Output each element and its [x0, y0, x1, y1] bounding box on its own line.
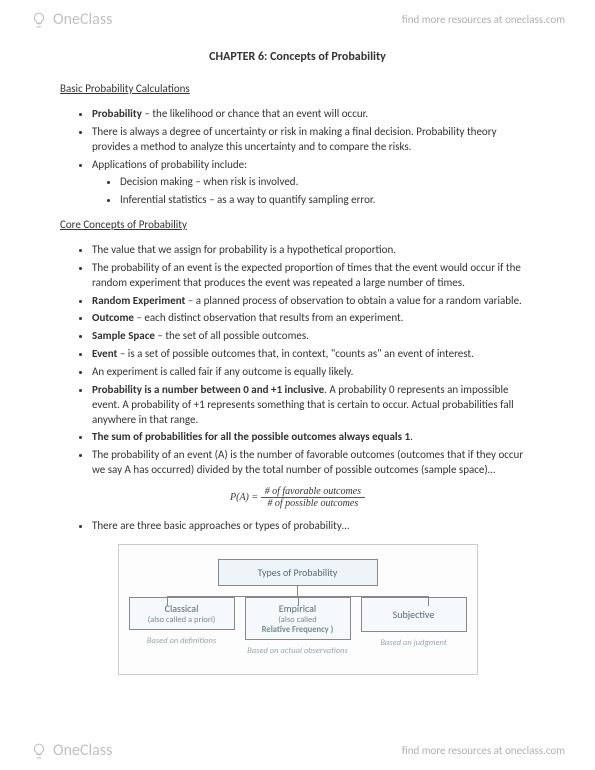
connector-line	[297, 586, 298, 596]
types-of-probability-figure: Types of Probability Classical (also cal…	[118, 544, 478, 675]
lightbulb-icon	[30, 11, 48, 29]
core-list: The value that we assign for probability…	[60, 243, 535, 478]
list-item: Probability is a number between 0 and +1…	[92, 383, 535, 428]
term: Sample Space	[92, 329, 155, 342]
figure-node-subjective: Subjective Based on judgment	[361, 597, 467, 656]
list-item: Inferential statistics – as a way to qua…	[120, 193, 535, 208]
definition-text: .	[410, 430, 413, 443]
list-item: Applications of probability include: Dec…	[92, 158, 535, 209]
list-item: Decision making – when risk is involved.	[120, 175, 535, 190]
node-caption: Based on actual observations	[245, 646, 351, 656]
list-item: An experiment is called fair if any outc…	[92, 365, 535, 380]
section-heading-basic: Basic Probability Calculations	[60, 82, 535, 95]
node-title: Subjective	[368, 608, 460, 621]
term: Random Experiment	[92, 294, 185, 307]
definition-text: – each distinct observation that results…	[134, 311, 403, 324]
probability-formula: P(A) = # of favorable outcomes # of poss…	[60, 486, 535, 509]
list-item: Random Experiment – a planned process of…	[92, 294, 535, 309]
list-item: There is always a degree of uncertainty …	[92, 125, 535, 155]
brand-text-left: One	[53, 741, 80, 760]
list-item: Probability – the likelihood or chance t…	[92, 107, 535, 122]
list-item: Outcome – each distinct observation that…	[92, 311, 535, 326]
footer-link-text: find more resources at oneclass.com	[402, 744, 565, 757]
lightbulb-icon	[30, 742, 48, 760]
core-list-continued: There are three basic approaches or type…	[60, 519, 535, 534]
node-caption: Based on definitions	[129, 636, 235, 646]
chapter-title: CHAPTER 6: Concepts of Probability	[60, 50, 535, 64]
definition-text: – the likelihood or chance that an event…	[142, 107, 368, 120]
list-item: The probability of an event (A) is the n…	[92, 448, 535, 478]
basic-sublist: Decision making – when risk is involved.…	[92, 175, 535, 208]
brand-text-left: One	[53, 10, 80, 29]
list-item: Event – is a set of possible outcomes th…	[92, 347, 535, 362]
list-item: The sum of probabilities for all the pos…	[92, 430, 535, 445]
brand-text-right: Class	[80, 741, 112, 760]
node-caption: Based on judgment	[361, 638, 467, 648]
brand-logo: OneClass	[30, 10, 112, 29]
footer-watermark: OneClass find more resources at oneclass…	[0, 731, 595, 770]
list-item: Sample Space – the set of all possible o…	[92, 329, 535, 344]
node-subtitle-line1: (also called	[252, 615, 344, 625]
formula-numerator: # of favorable outcomes	[261, 486, 365, 498]
section-heading-core: Core Concepts of Probability	[60, 218, 535, 231]
node-title: Classical	[136, 602, 228, 615]
header-link-text: find more resources at oneclass.com	[402, 13, 565, 26]
connector-line	[167, 596, 429, 597]
figure-node-classical: Classical (also called a priori) Based o…	[129, 597, 235, 656]
basic-list: Probability – the likelihood or chance t…	[60, 107, 535, 208]
node-subtitle: (also called a priori)	[136, 615, 228, 625]
figure-root-node: Types of Probability	[218, 559, 378, 586]
term: Outcome	[92, 311, 134, 324]
definition-text: – the set of all possible outcomes.	[155, 329, 309, 342]
figure-node-box: Classical (also called a priori)	[129, 597, 235, 630]
formula-denominator: # of possible outcomes	[261, 498, 365, 509]
term: The sum of probabilities for all the pos…	[92, 430, 410, 443]
list-item: The value that we assign for probability…	[92, 243, 535, 258]
brand-logo: OneClass	[30, 741, 112, 760]
figure-node-box: Subjective	[361, 597, 467, 632]
definition-text: – a planned process of observation to ob…	[185, 294, 521, 307]
node-subtitle-line2: Relative Frequency )	[252, 625, 344, 635]
term: Probability	[92, 107, 142, 120]
term: Probability is a number between 0 and +1…	[92, 383, 324, 396]
formula-lhs: P(A) =	[230, 492, 261, 503]
list-item: The probability of an event is the expec…	[92, 261, 535, 291]
definition-text: – is a set of possible outcomes that, in…	[117, 347, 474, 360]
formula-fraction: # of favorable outcomes # of possible ou…	[261, 486, 365, 509]
list-text: Applications of probability include:	[92, 158, 247, 171]
list-item: There are three basic approaches or type…	[92, 519, 535, 534]
brand-text-right: Class	[80, 10, 112, 29]
header-watermark: OneClass find more resources at oneclass…	[0, 0, 595, 39]
term: Event	[92, 347, 117, 360]
page-content: CHAPTER 6: Concepts of Probability Basic…	[0, 0, 595, 725]
